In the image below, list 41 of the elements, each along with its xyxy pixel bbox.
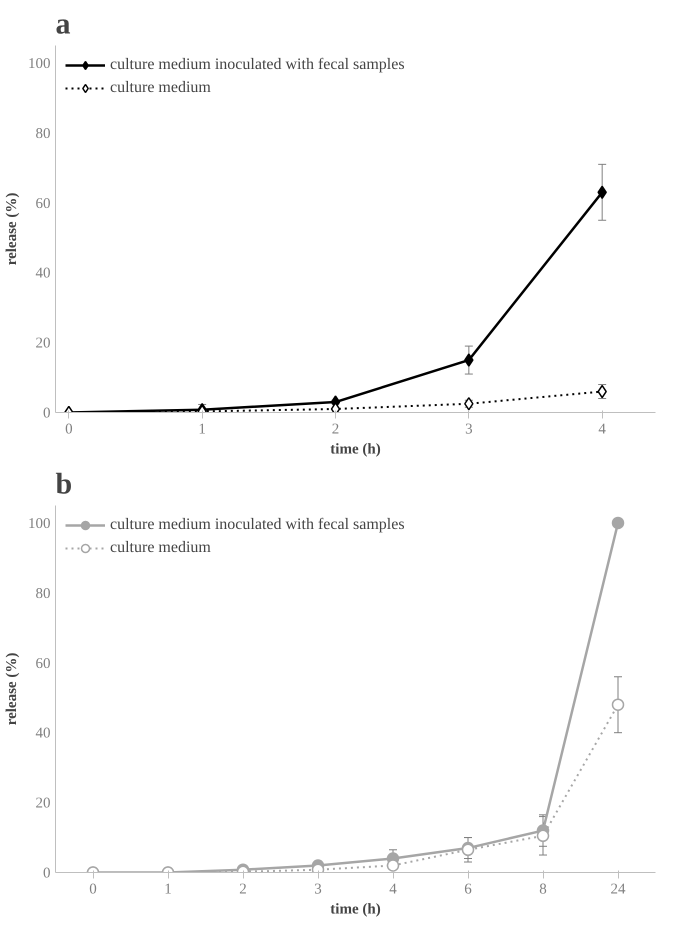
x-tick-label: 3 (314, 882, 322, 898)
y-tick-label: 100 (28, 56, 50, 72)
point (464, 353, 474, 367)
point (612, 698, 624, 711)
chart-title: a (56, 8, 70, 40)
x-axis-title: time (h) (330, 902, 381, 918)
legend-label: culture medium inoculated with fecal samples (110, 516, 405, 534)
chart-title: b (56, 468, 72, 500)
legend-label: culture medium inoculated with fecal samples (110, 56, 405, 74)
y-tick-label: 40 (36, 726, 50, 742)
x-tick-label: 2 (332, 422, 340, 438)
x-tick-label: 8 (539, 882, 547, 898)
y-tick-label: 20 (36, 336, 50, 352)
y-tick-label: 80 (36, 126, 50, 142)
x-tick-label: 0 (89, 882, 97, 898)
y-tick-label: 80 (36, 586, 50, 602)
y-tick-label: 60 (36, 196, 50, 212)
point (386, 859, 400, 872)
y-tick-label: 20 (36, 796, 50, 812)
x-tick-label: 6 (464, 882, 472, 898)
x-tick-label: 4 (389, 882, 398, 898)
point (612, 516, 624, 530)
point (597, 186, 607, 200)
y-tick-label: 0 (43, 866, 50, 882)
y-axis-title: release (%) (4, 192, 20, 266)
legend-label: culture medium (110, 79, 211, 97)
legend-label: culture medium (110, 539, 211, 557)
point (536, 830, 550, 842)
x-tick-label: 3 (465, 422, 473, 438)
x-tick-label: 2 (239, 882, 247, 898)
x-tick-label: 1 (164, 882, 172, 898)
x-axis-title: time (h) (330, 442, 381, 458)
y-axis-title: release (%) (4, 652, 20, 726)
x-tick-label: 24 (610, 882, 626, 898)
y-tick-label: 60 (36, 656, 50, 672)
y-tick-label: 100 (28, 516, 50, 532)
x-tick-label: 0 (65, 422, 73, 438)
y-tick-label: 0 (43, 406, 50, 422)
x-tick-label: 4 (598, 422, 606, 438)
x-tick-label: 1 (198, 422, 206, 438)
y-tick-label: 40 (36, 266, 50, 282)
